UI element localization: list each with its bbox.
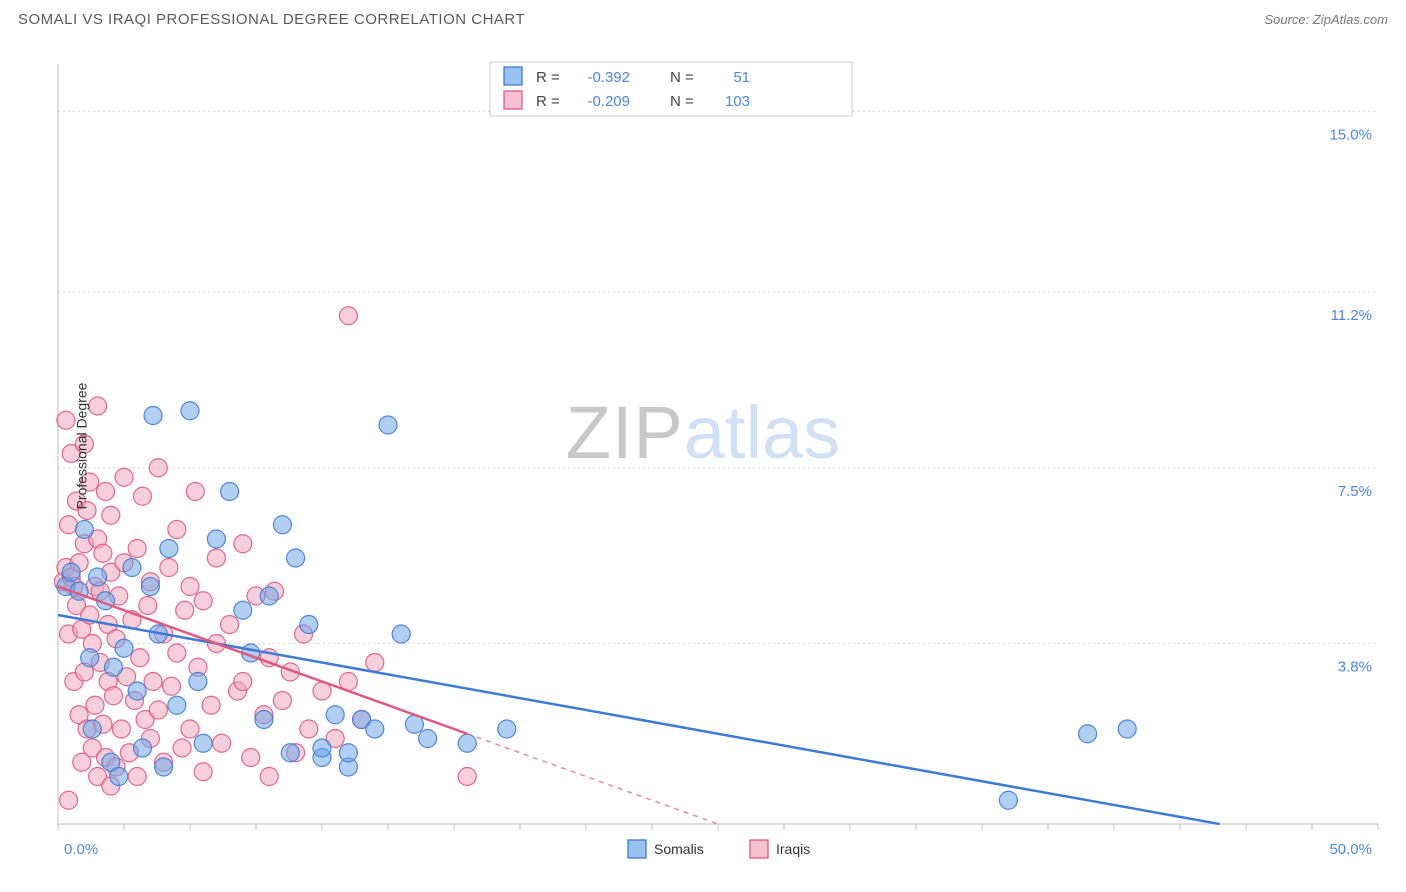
y-axis-label: Professional Degree bbox=[73, 383, 89, 510]
svg-text:Somalis: Somalis bbox=[654, 841, 704, 857]
plot-area: Professional Degree 3.8%7.5%11.2%15.0%0.… bbox=[48, 46, 1388, 846]
svg-text:103: 103 bbox=[725, 93, 750, 110]
chart-header: SOMALI VS IRAQI PROFESSIONAL DEGREE CORR… bbox=[0, 0, 1406, 38]
source-prefix: Source: bbox=[1264, 12, 1312, 27]
svg-text:N =: N = bbox=[670, 93, 694, 110]
scatter-chart: 3.8% 7.5% 11.2% 15.0% 0.0% 50.0% R = -0.392 N = 5… bbox=[48, 46, 1388, 886]
svg-text:51: 51 bbox=[733, 69, 750, 86]
svg-text:3.8%: 3.8% bbox=[1338, 659, 1372, 676]
svg-text:0.0%: 0.0% bbox=[64, 841, 98, 858]
svg-text:Iraqis: Iraqis bbox=[776, 841, 810, 857]
svg-text:15.0%: 15.0% bbox=[1329, 127, 1372, 144]
svg-text:R =: R = bbox=[536, 69, 560, 86]
source-link[interactable]: ZipAtlas.com bbox=[1313, 12, 1388, 27]
svg-text:-0.392: -0.392 bbox=[587, 69, 630, 86]
svg-text:R =: R = bbox=[536, 93, 560, 110]
chart-source: Source: ZipAtlas.com bbox=[1264, 12, 1388, 27]
svg-text:7.5%: 7.5% bbox=[1338, 483, 1372, 500]
svg-text:N =: N = bbox=[670, 69, 694, 86]
svg-text:-0.209: -0.209 bbox=[587, 93, 630, 110]
svg-text:11.2%: 11.2% bbox=[1331, 307, 1372, 324]
chart-title: SOMALI VS IRAQI PROFESSIONAL DEGREE CORR… bbox=[18, 11, 525, 28]
svg-text:50.0%: 50.0% bbox=[1329, 841, 1372, 858]
